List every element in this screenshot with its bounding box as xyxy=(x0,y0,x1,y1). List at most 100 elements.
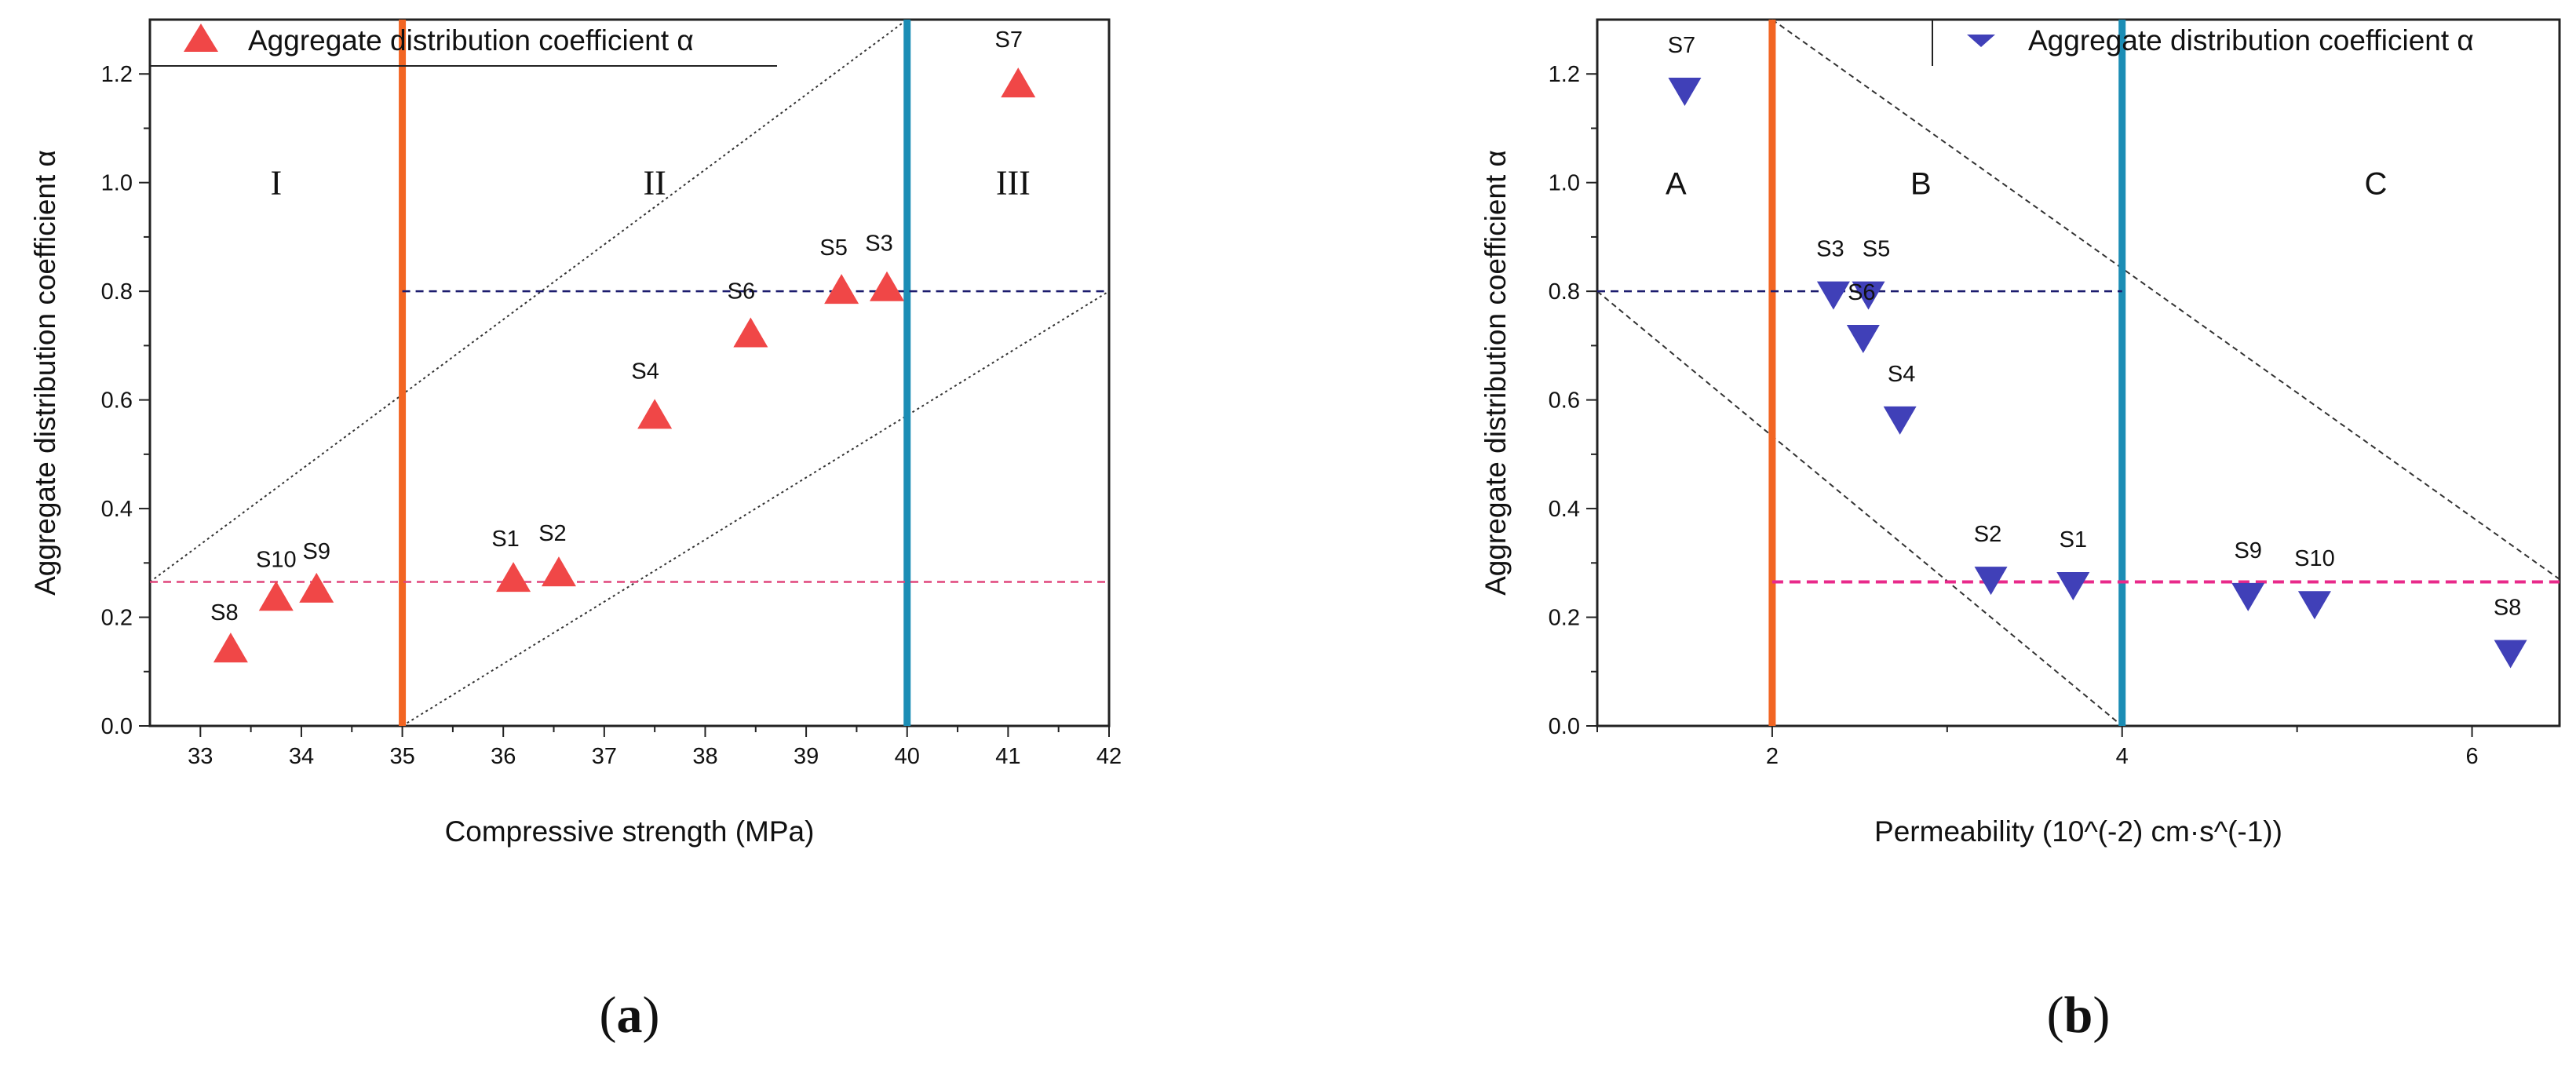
panel-b-tag: (b) xyxy=(2047,986,2111,1044)
panel-a-point-label: S8 xyxy=(210,600,238,625)
panel-a-plot-frame xyxy=(148,18,1111,727)
panel-b-region-label: B xyxy=(1910,167,1932,202)
panel-a-legend-marker-icon xyxy=(184,24,218,52)
panel-b-data-point-s4 xyxy=(1883,406,1917,435)
panel-a-x-axis-title: Compressive strength (MPa) xyxy=(445,815,815,848)
panel-a-x-tick-label: 34 xyxy=(289,744,314,769)
panel-a-data-point-s4 xyxy=(637,399,673,429)
panel-b-data-point-s8 xyxy=(2494,640,2527,669)
panel-b-data-point-s10 xyxy=(2297,591,2331,620)
panel-a-tag-open: ( xyxy=(600,986,617,1044)
panel-a-point-label: S7 xyxy=(994,27,1022,53)
panel-a-point-label: S10 xyxy=(256,547,297,572)
panel-b-data-point-s6 xyxy=(1846,325,1880,353)
panel-b-guide-line xyxy=(1771,19,2560,580)
panel-b-point-label: S5 xyxy=(1863,237,1890,262)
panel-a-legend: Aggregate distribution coefficient α xyxy=(150,24,777,67)
panel-b-tag-close: ) xyxy=(2093,986,2110,1044)
panel-a-y-tick-label: 0.8 xyxy=(101,279,133,304)
panel-b-y-tick-label: 0.0 xyxy=(1549,714,1580,739)
panel-a-data-point-s5 xyxy=(824,274,859,304)
panel-b-data-point-s1 xyxy=(2056,572,2090,600)
panel-b-tag-letter: b xyxy=(2064,986,2093,1044)
panel-a-x-tick-label: 41 xyxy=(995,744,1020,769)
panel-b-point-label: S3 xyxy=(1816,237,1844,262)
panel-a-guide-line xyxy=(149,19,908,583)
panel-a-tag-close: ) xyxy=(643,986,660,1044)
panel-b-point-label: S10 xyxy=(2294,546,2335,571)
panel-a-y-axis-title: Aggregate distribution coefficient α xyxy=(29,150,61,596)
panel-a-data-point-s8 xyxy=(213,633,248,663)
panel-b-x-tick-label: 4 xyxy=(2116,744,2129,769)
panel-b-y-tick-label: 1.0 xyxy=(1549,171,1580,196)
panel-b-point-label: S1 xyxy=(2060,527,2087,552)
panel-a-region-label: III xyxy=(996,164,1031,202)
panel-a-x-tick-label: 38 xyxy=(692,744,717,769)
panel-a-legend-label: Aggregate distribution coefficient α xyxy=(248,24,694,57)
panel-b-data-point-s2 xyxy=(1974,567,2008,596)
panel-b-point-label: S2 xyxy=(1974,522,2001,547)
panel-b-point-label: S4 xyxy=(1888,362,1915,387)
panel-a-data-point-s2 xyxy=(541,556,576,587)
panel-a-chart: 33 34 35 36 37 38 39 40 41 42 0.0 0.2 0.4 0.6 0.8 1.0 1.… xyxy=(29,18,1122,1044)
panel-b-y-tick-label: 1.2 xyxy=(1549,62,1580,87)
panel-b-data-point-s9 xyxy=(2231,582,2265,611)
panel-b-region-label: A xyxy=(1666,167,1687,202)
panel-a-data-point-s6 xyxy=(733,317,768,348)
panel-b-legend-label: Aggregate distribution coefficient α xyxy=(2028,24,2474,57)
panel-a-tag-letter: a xyxy=(617,986,643,1044)
panel-a-region-label: II xyxy=(644,164,666,202)
panel-b-guide-line xyxy=(1596,290,2123,727)
panel-a-x-tick-label: 35 xyxy=(389,744,414,769)
panel-b-x-tick-label: 2 xyxy=(1766,744,1779,769)
panel-a-data-point-s7 xyxy=(1001,67,1036,98)
panel-a-point-label: S9 xyxy=(302,539,330,564)
panel-a-x-tick-label: 33 xyxy=(188,744,213,769)
panel-a-x-tick-label: 40 xyxy=(895,744,920,769)
panel-b-data-point-s3 xyxy=(1816,281,1850,310)
panel-b-point-label: S6 xyxy=(1848,280,1875,305)
panel-a-point-label: S2 xyxy=(538,521,566,546)
panel-a-region-label: I xyxy=(270,164,282,202)
panel-b-tag-open: ( xyxy=(2047,986,2064,1044)
panel-b-chart: 2 4 6 0.0 0.2 0.4 0.6 0.8 1.0 1.2 S7 S3 S5 S6 S4 S2 S1 S… xyxy=(1480,18,2561,1044)
panel-b-data-point-s7 xyxy=(1668,78,1702,106)
panel-b-y-tick-label: 0.4 xyxy=(1549,497,1580,522)
panel-b-y-tick-label: 0.6 xyxy=(1549,388,1580,414)
panel-a-x-tick-label: 36 xyxy=(491,744,516,769)
panel-b-point-label: S8 xyxy=(2494,596,2521,621)
panel-a-point-label: S4 xyxy=(631,359,659,384)
panel-a-x-tick-label: 39 xyxy=(794,744,819,769)
panel-a-y-tick-label: 0.0 xyxy=(101,714,133,739)
panel-a-point-label: S6 xyxy=(728,279,755,304)
panel-a-y-tick-label: 0.4 xyxy=(101,497,133,522)
panel-b-point-label: S9 xyxy=(2234,538,2261,563)
panel-b-legend-marker-icon xyxy=(1967,35,1995,47)
panel-a-y-tick-label: 0.2 xyxy=(101,606,133,631)
panel-b-legend: Aggregate distribution coefficient α xyxy=(1932,20,2474,66)
panel-b-y-tick-label: 0.8 xyxy=(1549,279,1580,304)
panel-a-tag: (a) xyxy=(600,986,660,1044)
panel-a-data-point-s1 xyxy=(496,562,531,593)
panel-a-x-tick-label: 37 xyxy=(592,744,617,769)
panel-a-y-tick-label: 1.0 xyxy=(101,171,133,196)
panel-a-y-tick-label: 0.6 xyxy=(101,388,133,414)
panel-b-point-label: S7 xyxy=(1668,33,1695,58)
panel-a-point-label: S3 xyxy=(865,232,892,257)
panel-b-y-axis-title: Aggregate distribution coefficient α xyxy=(1480,150,1512,596)
panel-a-data-point-s3 xyxy=(870,271,905,301)
panel-a-data-point-s9 xyxy=(299,572,334,603)
panel-a-data-point-s10 xyxy=(258,581,294,611)
panel-a-guide-line xyxy=(402,290,1110,727)
panel-b-y-tick-label: 0.2 xyxy=(1549,606,1580,631)
panel-b-x-axis-title: Permeability (10^(-2) cm·s^(-1)) xyxy=(1874,815,2282,848)
panel-a-point-label: S5 xyxy=(819,235,847,261)
panel-a-y-tick-label: 1.2 xyxy=(101,62,133,87)
panel-b-data-point-s5 xyxy=(1852,281,1885,310)
panel-b-region-label: C xyxy=(2365,167,2388,202)
panel-a-point-label: S1 xyxy=(491,527,519,552)
panel-b-x-tick-label: 6 xyxy=(2465,744,2478,769)
panel-a-x-tick-label: 42 xyxy=(1096,744,1122,769)
panel-b-plot-frame xyxy=(1596,18,2561,727)
